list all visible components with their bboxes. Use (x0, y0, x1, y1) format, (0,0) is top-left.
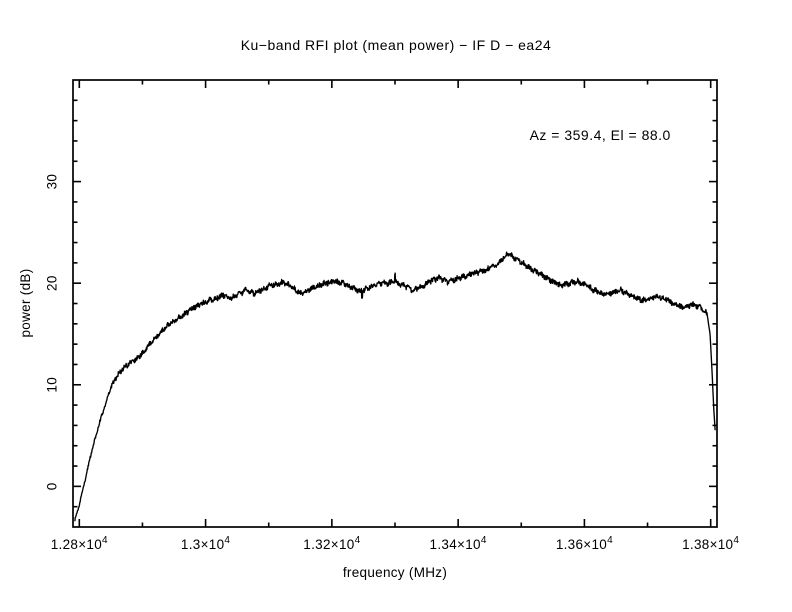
x-axis-title: frequency (MHz) (343, 565, 447, 580)
azimuth-elevation-annotation: Az = 359.4, El = 88.0 (530, 127, 671, 143)
data-trace-layer (74, 251, 716, 522)
x-tick-label: 1.38×104 (682, 535, 739, 552)
y-tick-label: 10 (45, 377, 60, 393)
chart-title: Ku−band RFI plot (mean power) − IF D − e… (241, 37, 552, 53)
y-axis-title: power (dB) (18, 268, 33, 337)
x-tick-label: 1.34×104 (430, 535, 487, 552)
x-tick-label: 1.32×104 (303, 535, 360, 552)
mean-power-trace (74, 251, 716, 522)
x-tick-label: 1.36×104 (556, 535, 613, 552)
y-tick-label: 20 (45, 275, 60, 291)
y-tick-label: 30 (45, 174, 60, 190)
x-tick-label: 1.28×104 (51, 535, 108, 552)
plot-frame (72, 79, 718, 528)
x-tick-label: 1.3×104 (181, 535, 230, 552)
axes: 1.28×104 1.3×104 1.32×104 1.34×104 1.36×104 1… (45, 79, 739, 552)
y-tick-label: 0 (45, 482, 60, 490)
